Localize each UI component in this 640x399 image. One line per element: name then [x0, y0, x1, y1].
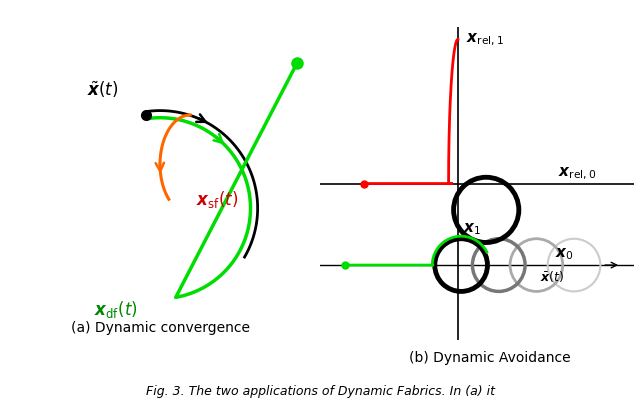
- Text: $\boldsymbol{x}_{\mathsf{df}}(t)$: $\boldsymbol{x}_{\mathsf{df}}(t)$: [94, 299, 138, 320]
- Text: Fig. 3. The two applications of Dynamic Fabrics. In (a) it: Fig. 3. The two applications of Dynamic …: [145, 385, 495, 398]
- Text: (a) Dynamic convergence: (a) Dynamic convergence: [70, 321, 250, 335]
- Text: $\boldsymbol{x}_{\mathrm{rel},1}$: $\boldsymbol{x}_{\mathrm{rel},1}$: [465, 32, 503, 48]
- Text: (b) Dynamic Avoidance: (b) Dynamic Avoidance: [408, 351, 570, 365]
- Text: $\boldsymbol{x}_{0}$: $\boldsymbol{x}_{0}$: [556, 246, 574, 262]
- Text: $\boldsymbol{x}_{\mathsf{sf}}(t)$: $\boldsymbol{x}_{\mathsf{sf}}(t)$: [196, 190, 239, 211]
- Text: $\boldsymbol{x}_{1}$: $\boldsymbol{x}_{1}$: [463, 221, 481, 237]
- Text: $\tilde{\boldsymbol{x}}(t)$: $\tilde{\boldsymbol{x}}(t)$: [86, 79, 118, 100]
- Text: $\boldsymbol{x}_{\mathrm{rel},0}$: $\boldsymbol{x}_{\mathrm{rel},0}$: [558, 166, 596, 182]
- Text: $\bar{\boldsymbol{x}}(t)$: $\bar{\boldsymbol{x}}(t)$: [540, 269, 564, 284]
